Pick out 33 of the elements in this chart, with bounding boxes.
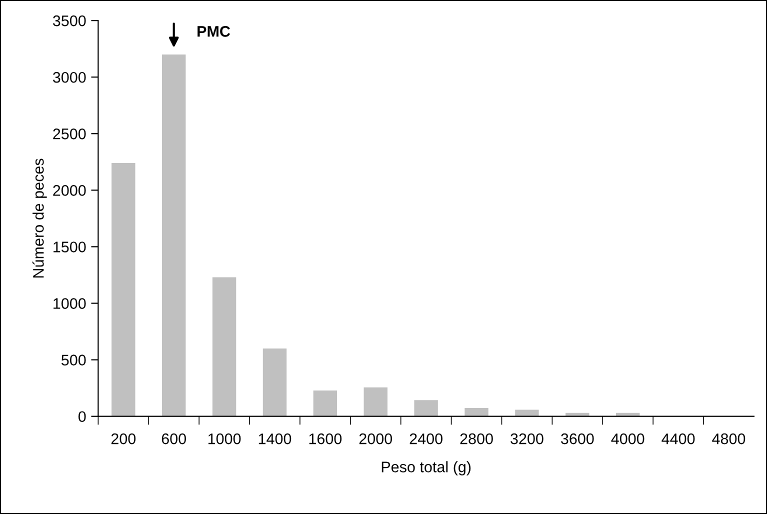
bar bbox=[112, 163, 136, 416]
y-tick-label: 2500 bbox=[53, 128, 86, 140]
x-tick-label: 2800 bbox=[460, 433, 493, 444]
x-axis-title: Peso total (g) bbox=[382, 461, 471, 476]
x-tick-label: 4800 bbox=[712, 433, 746, 444]
bar bbox=[414, 400, 438, 416]
x-tick-label: 3200 bbox=[510, 433, 544, 444]
y-axis-title: Número de peces bbox=[32, 158, 47, 278]
y-tick-label: 3000 bbox=[52, 72, 86, 83]
x-tick-label: 4400 bbox=[662, 433, 695, 444]
x-tick-label: 2400 bbox=[410, 433, 442, 444]
x-tick-label: 1000 bbox=[208, 433, 241, 444]
bar bbox=[212, 277, 236, 416]
y-tick-label: 500 bbox=[61, 354, 86, 366]
x-tick-label: 4000 bbox=[611, 433, 644, 444]
y-tick-label: 1500 bbox=[54, 242, 86, 252]
x-tick-label: 600 bbox=[162, 433, 186, 444]
bar bbox=[464, 408, 488, 416]
bar bbox=[364, 387, 388, 416]
bar bbox=[313, 390, 338, 416]
x-tick-label: 3600 bbox=[560, 433, 594, 444]
x-tick-label: 200 bbox=[111, 433, 136, 444]
bar bbox=[162, 54, 186, 416]
y-tick-label: 2000 bbox=[53, 185, 86, 196]
bar bbox=[262, 348, 287, 416]
annotation: PMC bbox=[198, 26, 230, 37]
bar bbox=[515, 410, 539, 416]
x-tick-label: 1400 bbox=[258, 433, 292, 444]
x-tick-label: 2000 bbox=[359, 433, 392, 444]
y-tick-label: 1000 bbox=[54, 298, 86, 309]
x-tick-label: 1600 bbox=[309, 433, 342, 444]
y-tick-label: 0 bbox=[78, 411, 86, 422]
y-tick-label: 3500 bbox=[52, 15, 86, 26]
